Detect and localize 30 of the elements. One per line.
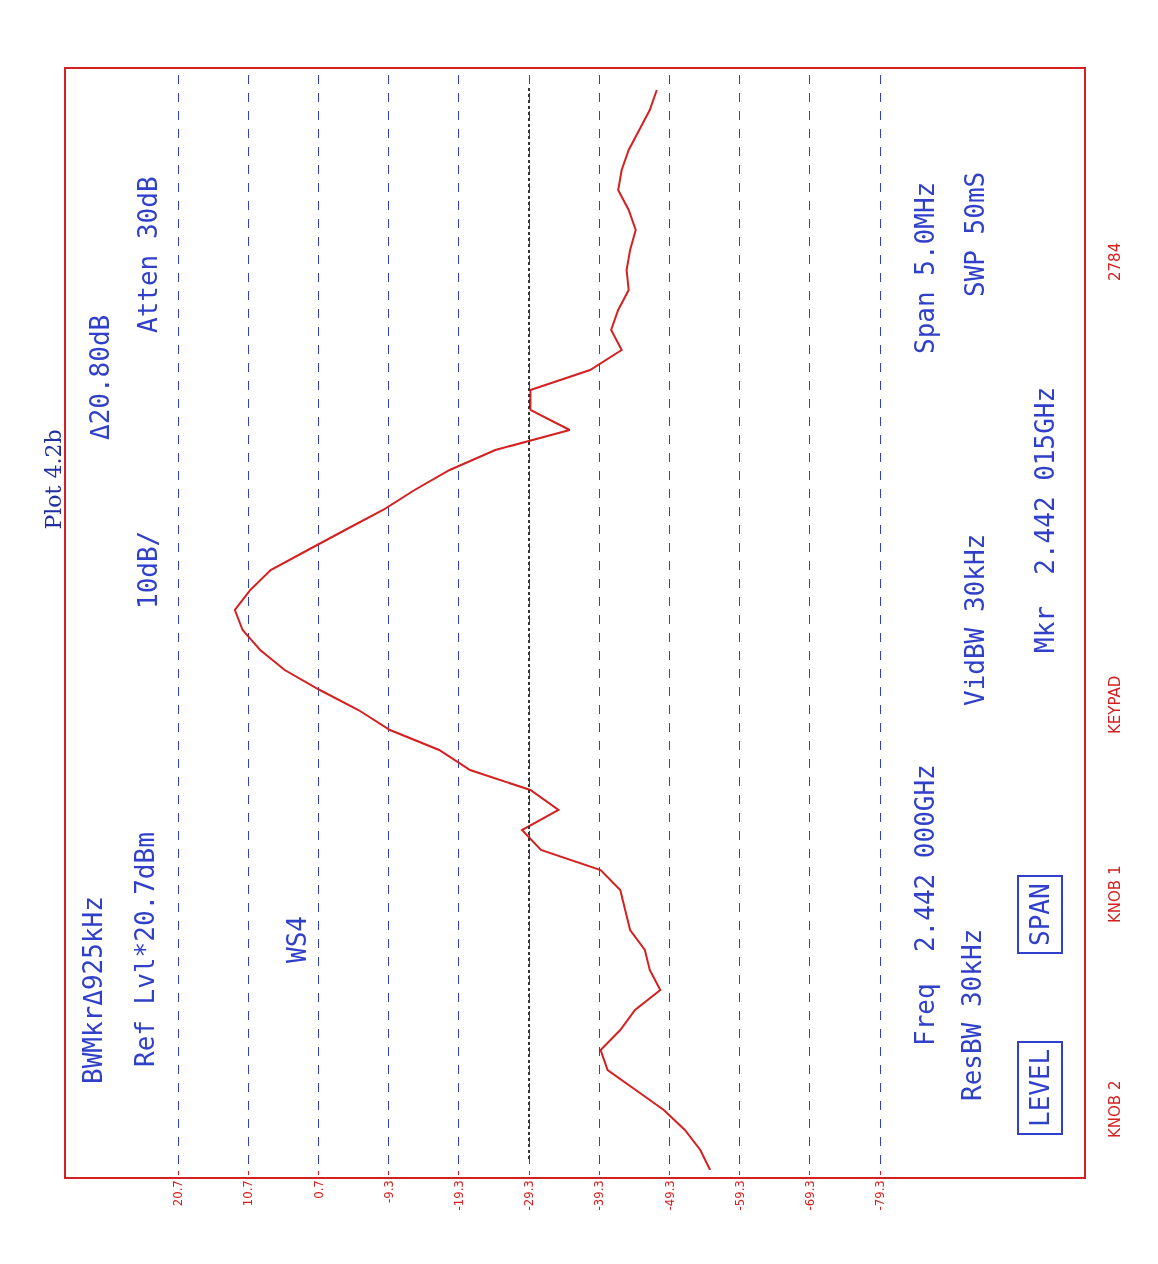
x-tick-label: -49.3: [661, 1180, 677, 1211]
text: 2784: [1106, 242, 1124, 281]
annotation: Span 5.0MHz: [910, 181, 940, 354]
annotation: SPAN: [1025, 883, 1055, 946]
annotation: SWP 50mS: [960, 171, 990, 297]
annotation: WS4: [282, 916, 312, 963]
x-tick-label: -79.3: [872, 1180, 888, 1211]
x-tick-label: -29.3: [521, 1180, 537, 1211]
text: Plot 4.2b: [40, 429, 66, 530]
x-tick-label: -39.3: [591, 1180, 607, 1211]
annotation: Ref Lvl*20.7dBm: [130, 832, 160, 1067]
annotation: Atten 30dB: [133, 176, 163, 333]
text: KNOB 1: [1106, 865, 1124, 923]
text: KNOB 2: [1106, 1080, 1124, 1138]
x-tick-label: -69.3: [802, 1180, 818, 1211]
x-tick-label: 20.7: [170, 1180, 186, 1207]
annotation: Mkr 2.442 015GHz: [1030, 386, 1060, 653]
annotation: ResBW 30kHz: [957, 928, 987, 1101]
x-tick-label: -19.3: [451, 1180, 467, 1211]
x-tick-label: 0.7: [310, 1180, 326, 1199]
annotation: 10dB/: [133, 530, 163, 609]
x-tick-label: 10.7: [240, 1180, 256, 1207]
annotation: BWMkrΔ925kHz: [78, 896, 108, 1084]
annotation: LEVEL: [1025, 1048, 1055, 1127]
annotation: VidBW 30kHz: [960, 533, 990, 706]
x-tick-label: -59.3: [731, 1180, 747, 1211]
text: KEYPAD: [1106, 675, 1124, 734]
x-tick-label: -9.3: [380, 1180, 396, 1204]
annotation: Freq 2.442 000GHz: [910, 764, 940, 1046]
annotation: Δ20.80dB: [85, 314, 115, 440]
